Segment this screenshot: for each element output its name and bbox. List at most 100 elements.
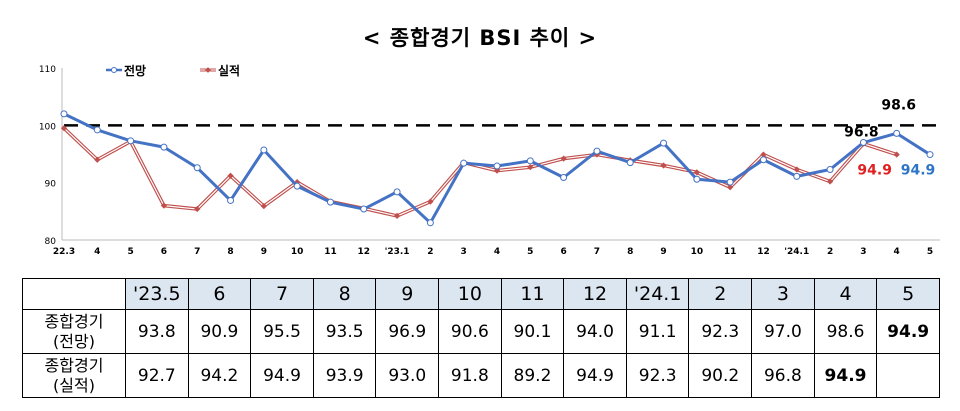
x-tick-label: 10 xyxy=(691,247,704,257)
table-header-cell: 5 xyxy=(876,278,940,310)
table-cell: 94.9 xyxy=(563,353,627,398)
legend-forecast-marker xyxy=(111,67,117,73)
table-cell: 93.5 xyxy=(312,309,377,354)
table-header-cell: 11 xyxy=(500,278,565,310)
x-tick-label: 4 xyxy=(94,247,100,257)
table-cell: 90.2 xyxy=(688,353,753,398)
data-annotation: 94.9 xyxy=(901,163,936,179)
x-tick-label: 8 xyxy=(227,247,233,257)
table-cell: 90.9 xyxy=(187,309,252,354)
series-forecast-point xyxy=(593,147,601,155)
x-tick-label: 5 xyxy=(927,247,933,257)
table-cell: 94.9 xyxy=(813,353,878,398)
x-tick-label: 3 xyxy=(461,247,467,257)
x-tick-label: 2 xyxy=(427,247,433,257)
x-tick-label: 9 xyxy=(261,247,267,257)
x-tick-label: 4 xyxy=(494,247,500,257)
series-forecast-point xyxy=(193,164,201,172)
legend-forecast-label: 전망 xyxy=(124,63,146,78)
data-annotation: 98.6 xyxy=(881,97,916,113)
table-header-cell: '23.5 xyxy=(125,278,189,310)
table-row-actual: 종합경기 (실적) 92.7 94.2 94.9 93.9 93.0 91.8 89.2 94… xyxy=(22,353,940,398)
table-header-cell: 10 xyxy=(438,278,502,310)
x-tick-label: 12 xyxy=(757,247,770,257)
table-cell: 93.0 xyxy=(375,353,440,398)
table-header-cell: 2 xyxy=(688,278,753,310)
series-forecast-point xyxy=(93,126,101,134)
series-forecast-point xyxy=(360,205,368,213)
x-tick-label: 11 xyxy=(324,247,337,257)
series-forecast-point xyxy=(626,159,634,167)
row-label-forecast: 종합경기 (전망) xyxy=(22,309,126,354)
x-tick-label: 3 xyxy=(860,247,866,257)
table-cell: 92.7 xyxy=(125,353,189,398)
table-cell: 93.9 xyxy=(312,353,377,398)
table-cell: 92.3 xyxy=(625,353,690,398)
table-header-row: '23.5 6 7 8 9 10 11 12'24.1 2 3 4 5 xyxy=(22,278,940,310)
series-forecast-point xyxy=(560,174,568,182)
series-forecast-point xyxy=(660,139,668,147)
series-actual-line-inner xyxy=(63,127,897,217)
x-tick-label: 9 xyxy=(660,247,666,257)
series-forecast-point xyxy=(460,159,468,167)
series-forecast-point xyxy=(426,219,434,227)
x-tick-label: 7 xyxy=(194,247,200,257)
table-cell: 94.9 xyxy=(876,309,940,354)
y-tick-label: 80 xyxy=(45,237,57,247)
table-cell: 98.6 xyxy=(813,309,878,354)
series-forecast-point xyxy=(493,162,501,170)
table-header-cell: 3 xyxy=(751,278,815,310)
data-annotation: 96.8 xyxy=(844,125,879,141)
x-tick-label: 4 xyxy=(894,247,900,257)
bsi-data-table: '23.5 6 7 8 9 10 11 12'24.1 2 3 4 5 종합경기 (전망) 93.8 9… xyxy=(22,278,940,398)
series-forecast-point xyxy=(859,139,867,147)
table-cell: 97.0 xyxy=(751,309,815,354)
table-header-cell: 12 xyxy=(563,278,627,310)
x-tick-label: 10 xyxy=(291,247,304,257)
series-forecast-point xyxy=(759,156,767,164)
row-label-actual: 종합경기 (실적) xyxy=(22,353,126,398)
series-forecast-point xyxy=(793,172,801,180)
x-tick-label: 8 xyxy=(627,247,633,257)
table-cell: 94.9 xyxy=(250,353,314,398)
series-forecast-point xyxy=(60,110,68,118)
x-tick-label: 12 xyxy=(358,247,371,257)
series-forecast-point xyxy=(926,151,934,159)
table-cell: 94.2 xyxy=(187,353,252,398)
series-forecast-point xyxy=(693,175,701,183)
table-header-cell: 4 xyxy=(813,278,878,310)
x-tick-label: 22.3 xyxy=(53,247,75,257)
series-forecast-point xyxy=(326,198,334,206)
series-actual-line xyxy=(62,126,898,218)
x-tick-label: 6 xyxy=(161,247,167,257)
x-tick-label: '24.1 xyxy=(784,247,809,257)
bsi-line-chart: 80 90 100 110 22.3 4 5 6 7 8 9 10 11 12 '23.1 2 3 4 5 6 7 8 9 1… xyxy=(39,63,942,257)
chart-title: < 종합경기 BSI 추이 > xyxy=(362,26,598,50)
table-cell: 90.1 xyxy=(500,309,565,354)
x-tick-label: 6 xyxy=(560,247,566,257)
series-actual-point xyxy=(60,125,68,132)
series-forecast-point xyxy=(160,143,168,151)
table-cell: 96.8 xyxy=(751,353,815,398)
y-tick-label: 90 xyxy=(45,180,57,190)
table-cell: 89.2 xyxy=(500,353,565,398)
table-cell: 91.1 xyxy=(625,309,690,354)
table-row-forecast: 종합경기 (전망) 93.8 90.9 95.5 93.5 96.9 90.6 90.1 94… xyxy=(22,309,940,354)
series-forecast-point xyxy=(393,188,401,196)
series-forecast-point xyxy=(826,165,834,173)
x-tick-label: 2 xyxy=(827,247,833,257)
table-header-cell: 9 xyxy=(375,278,440,310)
series-forecast-point xyxy=(893,129,901,137)
data-annotation: 94.9 xyxy=(857,163,892,179)
table-cell: 92.3 xyxy=(688,309,753,354)
series-forecast-point xyxy=(726,178,734,186)
x-tick-label: '23.1 xyxy=(385,247,410,257)
row-label-line1: 종합경기 xyxy=(44,355,104,375)
table-header-cell: '24.1 xyxy=(625,278,690,310)
row-label-line2: (전망) xyxy=(53,331,95,351)
table-cell: 95.5 xyxy=(250,309,314,354)
table-header-cell: 6 xyxy=(187,278,252,310)
table-cell xyxy=(876,353,940,398)
table-header-cell: 8 xyxy=(312,278,377,310)
table-cell: 93.8 xyxy=(125,309,189,354)
